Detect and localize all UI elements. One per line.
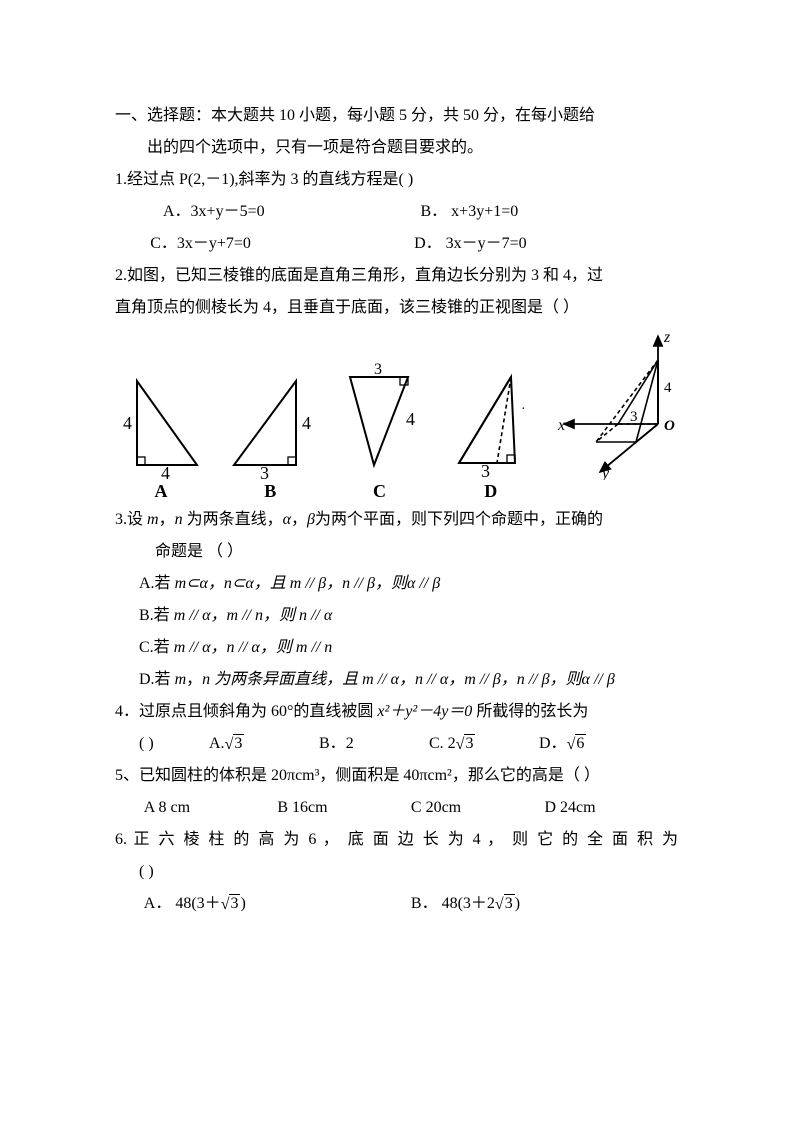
q4-stem: 4．过原点且倾斜角为 60°的直线被圆 x²＋y²－4y＝0 所截得的弦长为 [115,696,678,728]
q2-label-A: A [115,481,207,502]
q4-paren: ( ) [139,728,209,760]
q3-opt-B[interactable]: B.若 m // α，m // n，则 n // α [115,600,678,632]
q3-stem-l1: 3.设 m，n 为两条直线，α，β为两个平面，则下列四个命题中，正确的 [115,504,678,536]
triangle-D-svg: 3 · [443,367,539,479]
svg-text:4: 4 [123,413,132,433]
q4-opt-B[interactable]: B．2 [319,728,429,760]
svg-text:4: 4 [302,413,311,433]
q6-opt-B[interactable]: B． 48(3＋2√3) [411,888,678,920]
q4-opt-A[interactable]: A.√3 [209,728,319,760]
q5-opt-D[interactable]: D 24cm [544,792,678,824]
q3-opt-D[interactable]: D.若 m，n 为两条异面直线，且 m // α，n // α，m // β，n… [115,664,678,696]
q6-stem: 6. 正 六 棱 柱 的 高 为 6 ， 底 面 边 长 为 4 ， 则 它 的… [115,824,678,856]
q2-label-B: B [224,481,316,502]
exam-page: 一、选择题：本大题共 10 小题，每小题 5 分，共 50 分，在每小题给 出的… [0,0,793,1122]
q2-figures-row: 4 4 A 4 3 B 3 4 C [115,330,688,502]
q1-opt-D[interactable]: D． 3x－y－7=0 [414,228,678,260]
q1-opt-A[interactable]: A．3x+y－5=0 [163,196,421,228]
q5-opt-A[interactable]: A 8 cm [144,792,278,824]
q6-opt-A[interactable]: A． 48(3＋√3) [144,888,411,920]
triangle-C-svg: 3 4 [334,363,426,479]
q2-fig-A[interactable]: 4 4 A [115,369,207,502]
q2-fig-B[interactable]: 4 3 B [224,369,316,502]
svg-text:4: 4 [161,463,170,479]
q4-opt-D[interactable]: D．√6 [539,728,649,760]
svg-text:4: 4 [664,380,672,396]
svg-text:x: x [557,417,565,434]
svg-text:·: · [521,402,526,417]
section-header-line1: 一、选择题：本大题共 10 小题，每小题 5 分，共 50 分，在每小题给 [115,100,678,132]
triangle-A-svg: 4 4 [115,369,207,479]
q1-options-row2: C．3x－y+7=0 D． 3x－y－7=0 [115,228,678,260]
q1-stem: 1.经过点 P(2,－1),斜率为 3 的直线方程是( ) [115,164,678,196]
svg-text:y: y [600,465,610,480]
q5-options: A 8 cm B 16cm C 20cm D 24cm [115,792,678,824]
svg-text:3: 3 [481,461,490,479]
q3-stem-l2: 命题是 （ ） [115,536,678,568]
q4-options: ( ) A.√3 B．2 C. 2√3 D．√6 [115,728,678,760]
q2-stem-l1: 2.如图，已知三棱锥的底面是直角三角形，直角边长分别为 3 和 4，过 [115,260,678,292]
q5-opt-B[interactable]: B 16cm [277,792,411,824]
q3-opt-C[interactable]: C.若 m // α，n // α，则 m // n [115,632,678,664]
svg-text:3: 3 [260,463,269,479]
q3-opt-A[interactable]: A.若 m⊂α，n⊂α，且 m // β，n // β，则α // β [115,568,678,600]
svg-text:O: O [664,418,675,434]
section-header-line2: 出的四个选项中，只有一项是符合题目要求的。 [115,132,678,164]
svg-text:3: 3 [630,409,638,425]
q1-options-row1: A．3x+y－5=0 B． x+3y+1=0 [115,196,678,228]
q2-label-D: D [443,481,539,502]
q2-stem-l2: 直角顶点的侧棱长为 4，且垂直于底面，该三棱锥的正视图是（ ） [115,292,678,324]
q6-options: A． 48(3＋√3) B． 48(3＋2√3) [115,888,678,920]
svg-text:z: z [663,330,671,346]
q4-opt-C[interactable]: C. 2√3 [429,728,539,760]
q2-fig-3d: z x y O 3 4 [556,330,688,502]
axes3d-svg: z x y O 3 4 [556,330,688,480]
q5-opt-C[interactable]: C 20cm [411,792,545,824]
q6-paren: ( ) [115,856,678,888]
q1-opt-B[interactable]: B． x+3y+1=0 [421,196,679,228]
q2-fig-D[interactable]: 3 · D [443,367,539,502]
svg-text:4: 4 [406,409,415,429]
q2-label-C: C [334,481,426,502]
q2-fig-C[interactable]: 3 4 C [334,363,426,502]
triangle-B-svg: 4 3 [224,369,316,479]
q5-stem: 5、已知圆柱的体积是 20πcm³，侧面积是 40πcm²，那么它的高是（ ） [115,760,678,792]
q1-opt-C[interactable]: C．3x－y+7=0 [150,228,414,260]
svg-text:3: 3 [374,363,382,378]
